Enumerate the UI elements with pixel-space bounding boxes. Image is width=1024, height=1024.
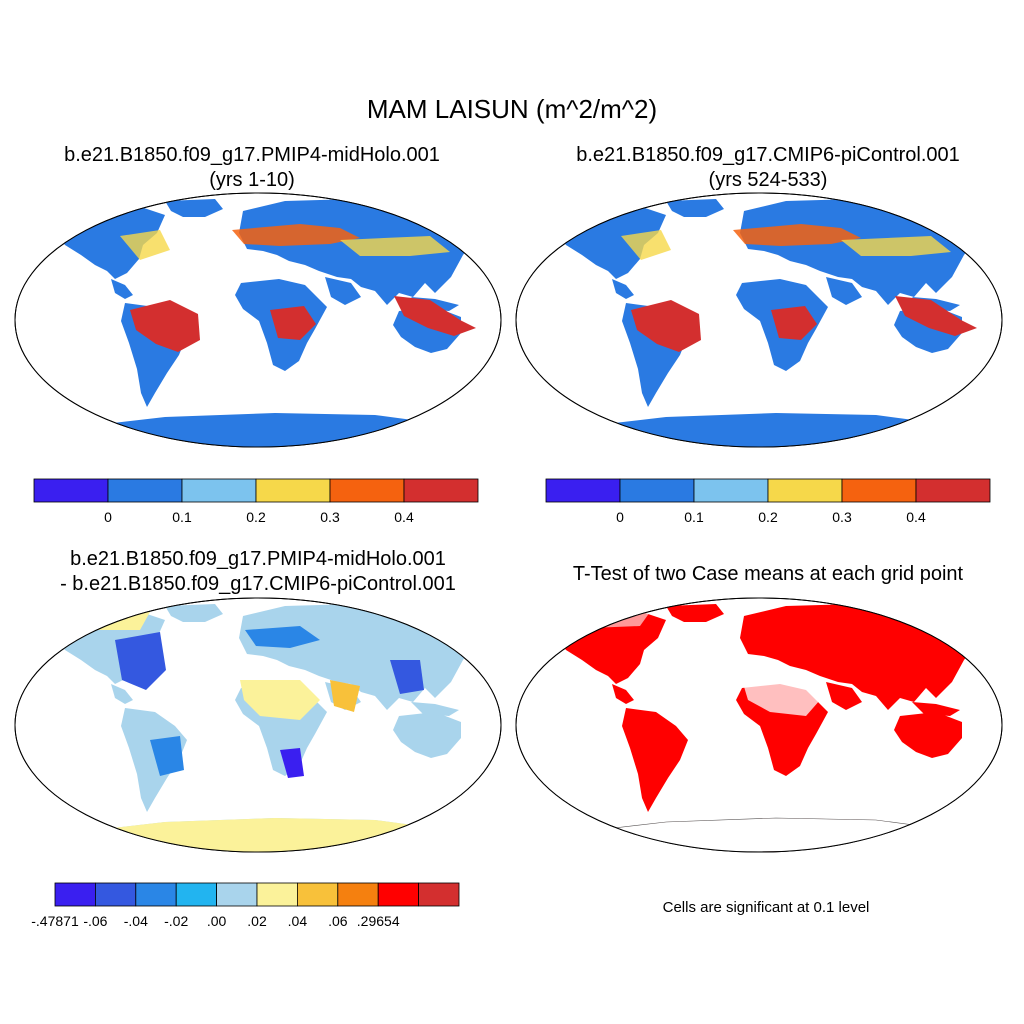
panel-4-map [515,597,1003,853]
panel-3-title-line2: - b.e21.B1850.f09_g17.CMIP6-piControl.00… [60,573,456,595]
na-east-medium-lai [621,230,671,260]
colorbar-swatch [256,882,298,907]
panel-3-title: b.e21.B1850.f09_g17.PMIP4-midHolo.001 - … [60,547,456,597]
colorbar-panel-2: 0 0.1 0.2 0.3 0.4 [545,478,991,525]
panel-1-title-line2: (yrs 1-10) [209,169,295,191]
sahara-diff [240,680,320,720]
colorbar-tick-label: 0.1 [684,509,704,525]
amazon-high-lai [130,300,200,352]
amazon-high-lai [631,300,701,352]
colorbar-tick-label: 0.2 [246,509,266,525]
panel-2-map [515,192,1003,448]
colorbar-tick-label: -.02 [164,913,188,929]
colorbar-tick-label: 0.4 [394,509,414,525]
colorbar-tick-label: .04 [288,913,308,929]
panel-1-title-line1: b.e21.B1850.f09_g17.PMIP4-midHolo.001 [64,144,440,166]
europe-medium-lai [733,224,861,246]
colorbar-swatch [135,882,177,907]
colorbar-panel-3: -.47871 -.06 -.04 -.02 .00 .02 .04 .06 .29654 [31,882,460,929]
congo-high-lai [270,306,316,340]
colorbar-swatch [545,478,621,503]
colorbar-tick-label: .29654 [357,913,400,929]
colorbar-tick-label: .00 [207,913,227,929]
colorbar-swatch [377,882,420,907]
asia-medium-lai [841,236,951,256]
figure-title: MAM LAISUN (m^2/m^2) [366,94,658,124]
panel-1-title: b.e21.B1850.f09_g17.PMIP4-midHolo.001 (y… [64,143,440,193]
panel-2-title: b.e21.B1850.f09_g17.CMIP6-piControl.001 … [576,143,960,193]
colorbar-swatch [337,882,379,907]
colorbar-tick-label: .06 [328,913,348,929]
panel-2-title-line2: (yrs 524-533) [708,169,828,191]
colorbar-swatch [418,882,460,907]
colorbar-panel-1: 0 0.1 0.2 0.3 0.4 [33,478,479,525]
na-east-diff [115,632,166,690]
colorbar-tick-label: -.47871 [31,913,79,929]
colorbar-tick-label: 0 [104,509,112,525]
colorbar-swatch [54,882,96,907]
colorbar-tick-label: -.06 [83,913,107,929]
colorbar-tick-label: 0.1 [172,509,192,525]
s-africa-diff [280,748,304,778]
congo-high-lai [771,306,817,340]
arctic-diff [30,606,150,630]
colorbar-tick-label: 0 [616,509,624,525]
colorbar-swatch [693,478,769,503]
colorbar-swatch [915,478,991,503]
india-diff [330,680,360,712]
colorbar-swatch [296,882,339,907]
colorbar-tick-label: .02 [247,913,267,929]
europe-diff [245,626,320,648]
colorbar-swatch [107,478,183,503]
colorbar-swatch [767,478,843,503]
panel-4-title-line1: T-Test of two Case means at each grid po… [572,563,964,585]
se-asia-high-lai [895,296,977,336]
colorbar-swatch [403,478,479,503]
significance-note: Cells are significant at 0.1 level [662,899,870,916]
panel-3-title-line1: b.e21.B1850.f09_g17.PMIP4-midHolo.001 [70,548,446,570]
europe-medium-lai [232,224,360,246]
se-asia-high-lai [394,296,476,336]
colorbar-swatch [33,478,109,503]
colorbar-swatch [841,478,917,503]
colorbar-swatch [181,478,257,503]
colorbar-swatch [95,882,137,907]
s-america-diff [150,736,184,776]
asia-medium-lai [340,236,450,256]
colorbar-swatch [329,478,405,503]
colorbar-swatch [255,478,331,503]
panel-3-map [14,597,502,853]
panel-4-title: T-Test of two Case means at each grid po… [573,562,963,587]
colorbar-swatch [619,478,695,503]
colorbar-tick-label: 0.2 [758,509,778,525]
colorbar-swatch [216,882,258,907]
na-east-medium-lai [120,230,170,260]
panel-2-title-line1: b.e21.B1850.f09_g17.CMIP6-piControl.001 [576,144,960,166]
colorbar-tick-label: -.04 [124,913,148,929]
sahara-not-significant [742,676,820,716]
colorbar-swatch [175,882,217,907]
colorbar-tick-label: 0.3 [320,509,340,525]
colorbar-tick-label: 0.4 [906,509,926,525]
panel-1-map [14,192,502,448]
colorbar-tick-label: 0.3 [832,509,852,525]
east-asia-diff [390,660,424,694]
